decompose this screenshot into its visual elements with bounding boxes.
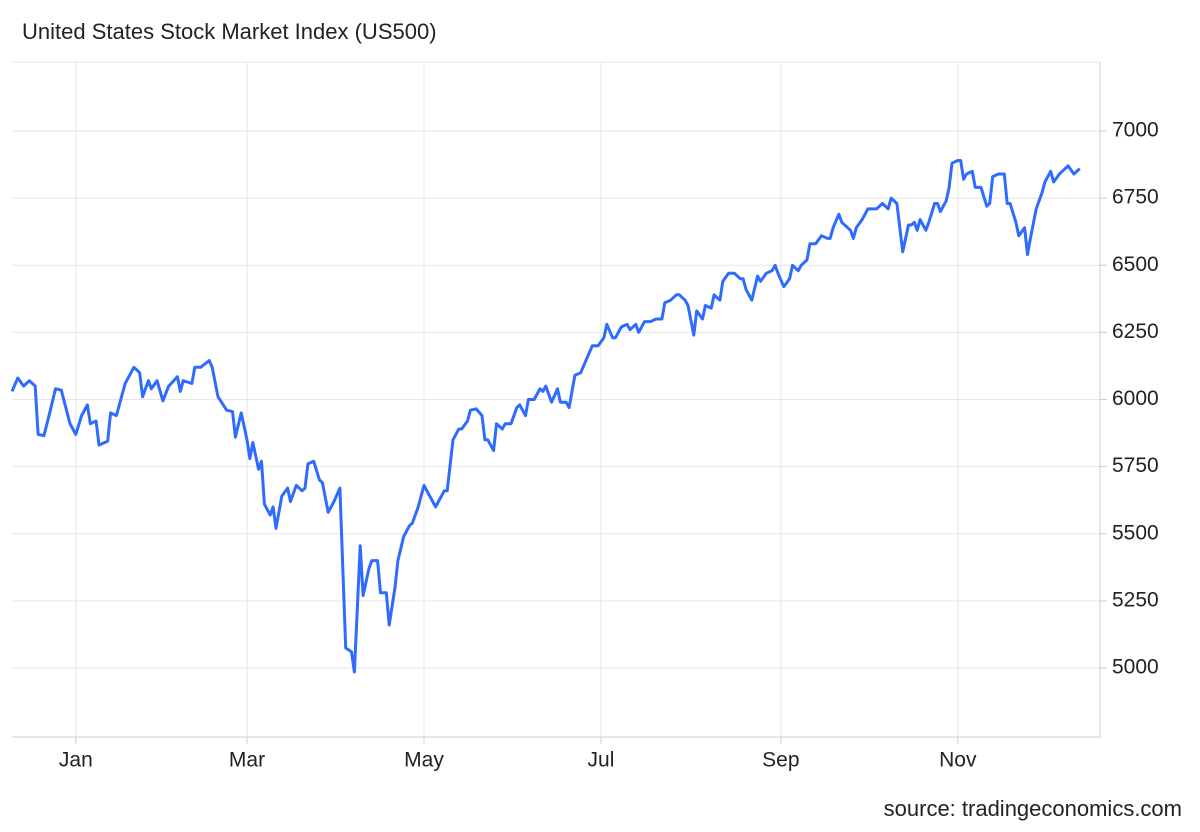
x-tick-label: Jul [588, 749, 615, 772]
y-tick-label: 5750 [1112, 454, 1159, 477]
x-tick-label: Sep [762, 749, 799, 772]
x-tick-label: Mar [229, 749, 265, 772]
y-tick-label: 6000 [1112, 387, 1159, 410]
series-line [10, 159, 1081, 674]
source-note: source: tradingeconomics.com [884, 796, 1182, 821]
y-tick-label: 7000 [1112, 119, 1159, 142]
y-tick-label: 6250 [1112, 320, 1159, 343]
x-tick-label: May [404, 749, 444, 772]
x-tick-label: Jan [59, 749, 93, 772]
chart-title: United States Stock Market Index (US500) [22, 19, 437, 44]
y-tick-label: 6750 [1112, 186, 1159, 209]
y-tick-label: 5500 [1112, 521, 1159, 544]
y-tick-label: 5250 [1112, 588, 1159, 611]
y-tick-label: 6500 [1112, 253, 1159, 276]
x-tick-label: Nov [939, 749, 977, 772]
y-tick-label: 5000 [1112, 656, 1159, 679]
